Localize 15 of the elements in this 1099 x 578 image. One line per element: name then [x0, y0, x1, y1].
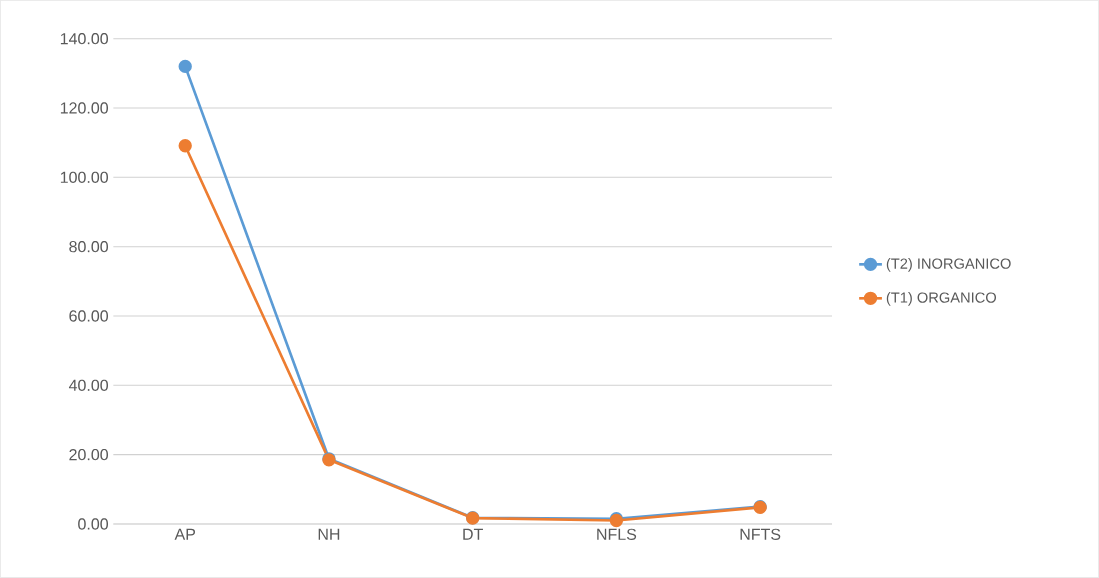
y-tick-label: 20.00 [69, 449, 109, 461]
y-tick-label: 80.00 [69, 241, 109, 253]
x-tick-label: NH [318, 528, 340, 540]
legend-label: (T2) INORGANICO [886, 258, 1011, 272]
y-tick-label: 60.00 [69, 310, 109, 322]
y-tick-label: 120.00 [60, 102, 109, 114]
x-tick-label: NFTS [740, 528, 781, 541]
x-tick-label: AP [174, 528, 196, 540]
y-tick-label: 140.00 [60, 33, 109, 45]
y-tick-label: 100.00 [60, 171, 109, 183]
x-tick-label: NFLS [597, 528, 637, 541]
legend-label: (T1) ORGANICO [886, 291, 997, 306]
y-tick-label: 40.00 [68, 379, 109, 391]
x-tick-label: DT [463, 528, 483, 540]
y-tick-label: 0.00 [78, 518, 109, 530]
